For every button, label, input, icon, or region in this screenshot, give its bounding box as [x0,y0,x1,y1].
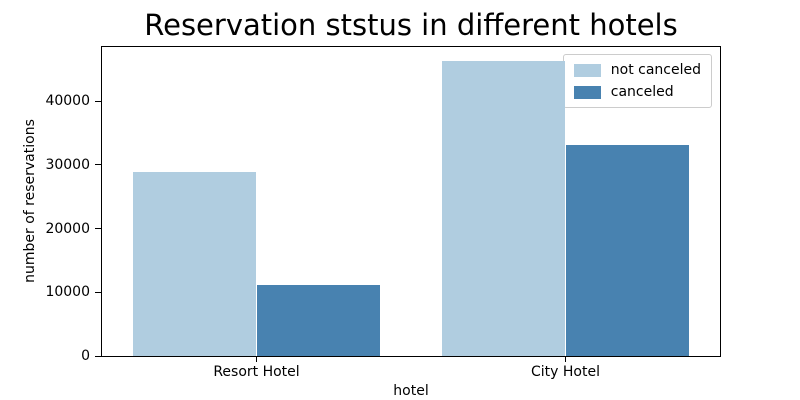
plot-area: not canceled canceled [101,46,721,357]
y-tick-mark [95,228,101,230]
x-tick-mark [565,357,566,362]
x-tick-mark [256,357,257,362]
legend-swatch [573,85,601,99]
legend: not canceled canceled [562,54,712,108]
y-axis-label: number of reservations [22,119,38,283]
bar-not-canceled-1 [441,61,566,356]
y-tick-label: 40000 [45,93,90,110]
legend-label: canceled [610,84,674,100]
y-tick-label: 30000 [45,156,90,173]
x-tick-label: Resort Hotel [213,364,300,380]
x-axis-label: hotel [393,383,429,399]
y-tick-mark [95,164,101,166]
y-tick-mark [95,355,101,357]
legend-entry: canceled [573,84,701,100]
bar-not-canceled-0 [132,171,257,356]
chart-title: Reservation ststus in different hotels [144,8,678,42]
y-tick-mark [95,100,101,102]
legend-swatch [573,63,601,77]
legend-entry: not canceled [573,62,701,78]
y-tick-label: 20000 [45,220,90,237]
y-tick-mark [95,291,101,293]
bar-canceled-0 [256,285,381,356]
x-tick-label: City Hotel [531,364,600,380]
legend-label: not canceled [610,62,701,78]
y-tick-label: 0 [81,348,90,364]
y-tick-label: 10000 [45,284,90,301]
bar-canceled-1 [565,145,690,356]
